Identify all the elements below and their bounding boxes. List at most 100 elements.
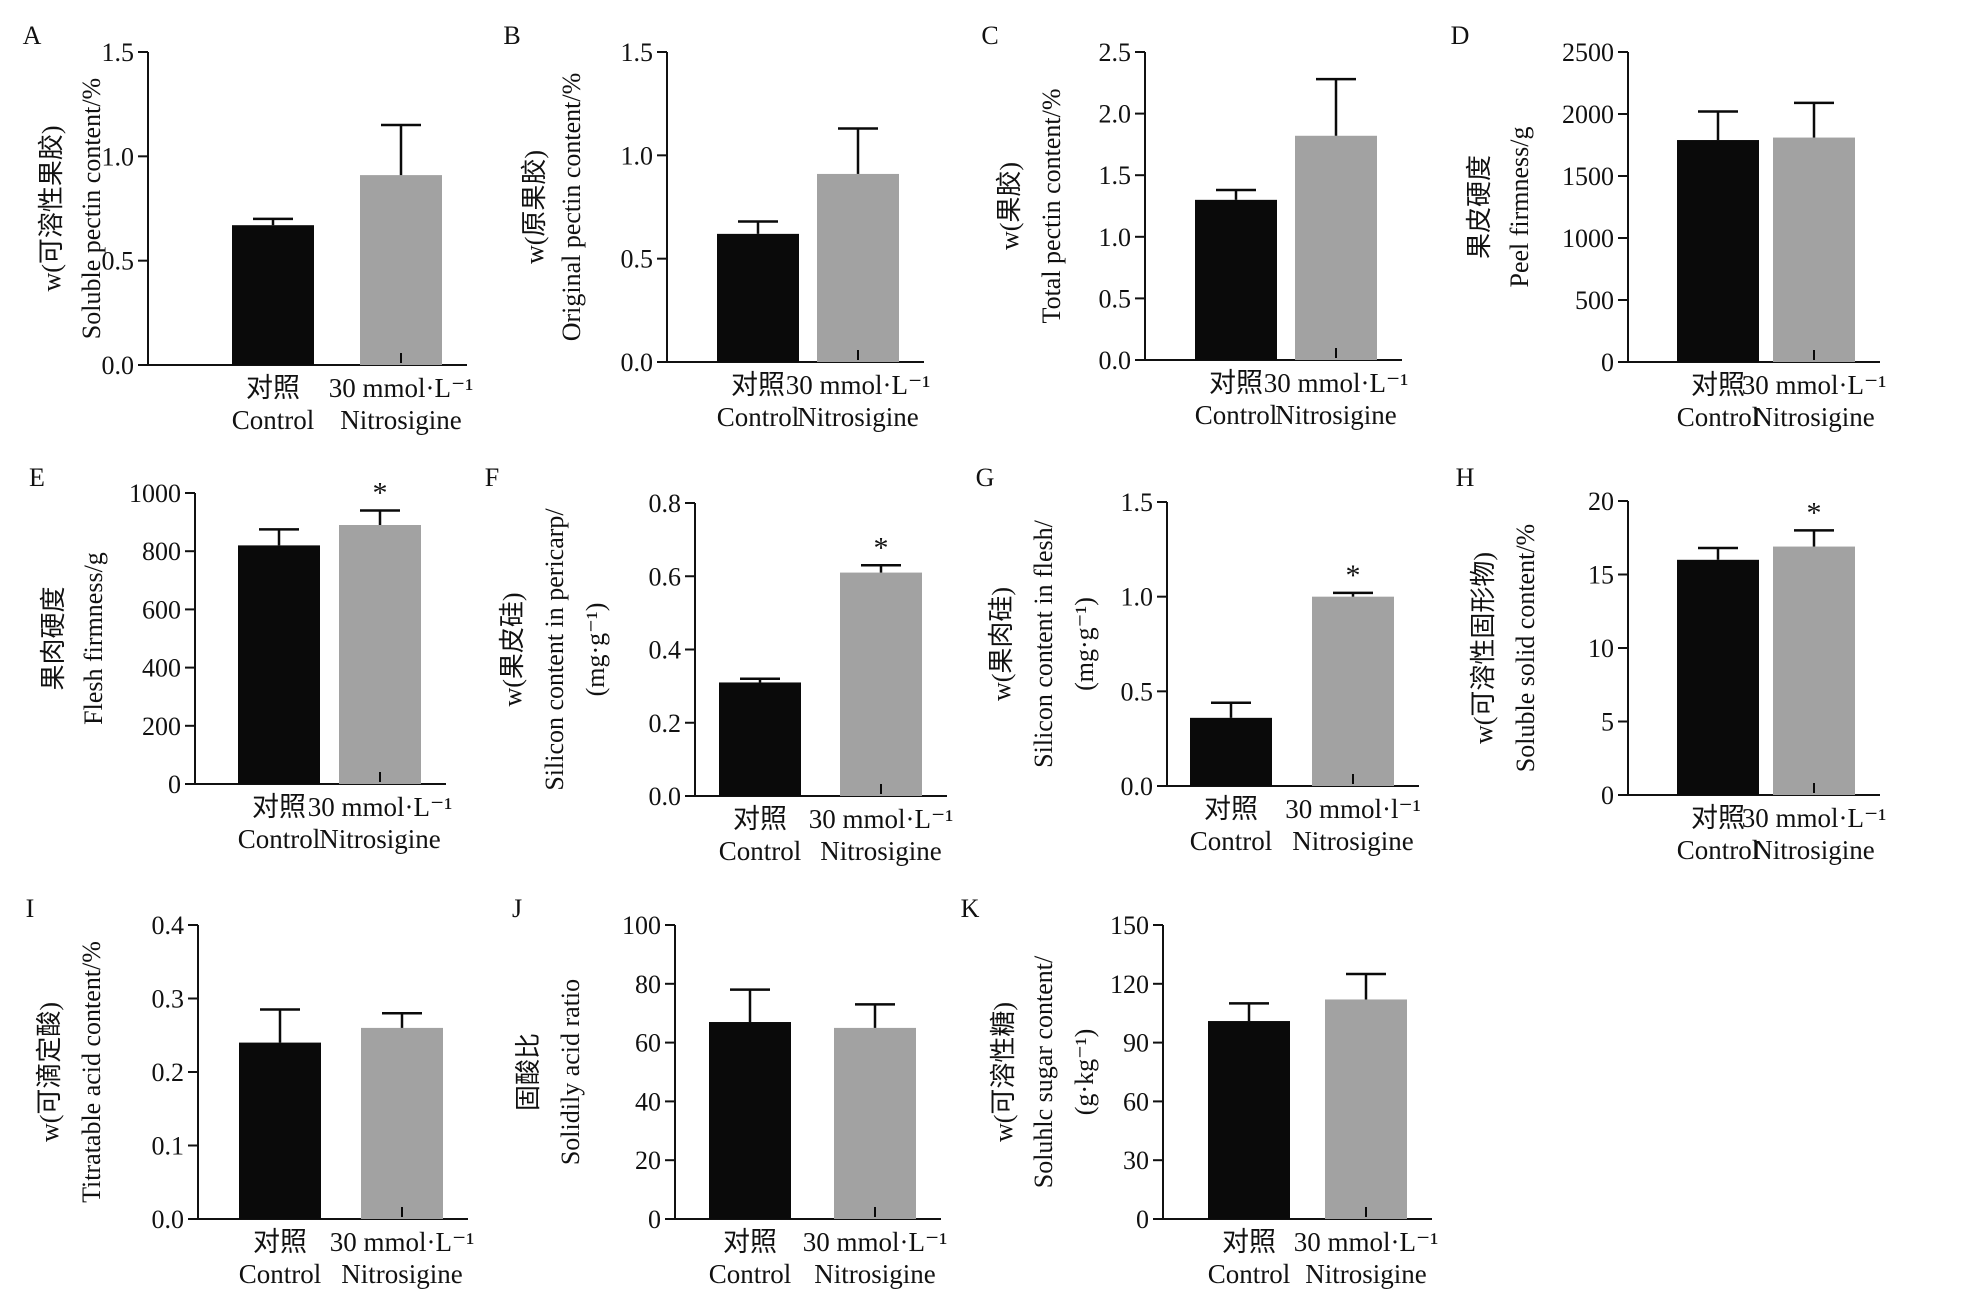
x-category-label: 对照 — [246, 373, 300, 403]
y-tick-label: 1000 — [1562, 224, 1614, 253]
x-category-label: 30 mmol·L⁻¹ — [1264, 368, 1409, 398]
y-tick-label: 0.3 — [152, 985, 185, 1014]
y-tick-label: 1.5 — [1121, 488, 1154, 517]
y-tick-label: 20 — [1588, 487, 1614, 516]
y-tick-label: 0.5 — [1099, 284, 1132, 313]
bar-nitrosigine — [817, 173, 899, 362]
x-category-label-en: Nitrosigine — [797, 402, 919, 432]
y-tick-label: 1.5 — [1099, 161, 1132, 190]
chart-panel-g: Gw(果肉硅) Silicon content in flesh/ (mg·g⁻¹)… — [976, 463, 1421, 856]
x-category-label-en: Nitrosigine — [1305, 1259, 1427, 1289]
x-category-label: 30 mmol·L⁻¹ — [809, 804, 954, 834]
panel-letter: E — [29, 463, 45, 492]
panel-letter: G — [976, 463, 995, 492]
significance-marker: * — [874, 531, 889, 564]
panel-letter: B — [503, 21, 520, 50]
y-axis-label: w(可滴定酸) — [35, 1002, 64, 1142]
y-tick-label: 800 — [142, 537, 181, 566]
y-axis-label: Silicon content in pericarp/ — [540, 508, 569, 791]
y-tick-label: 0 — [1601, 348, 1614, 377]
y-tick-label: 0.0 — [1121, 772, 1154, 801]
bar-control — [1195, 199, 1277, 360]
x-category-label-en: Nitrosigine — [820, 836, 942, 866]
y-tick-label: 0.4 — [152, 911, 185, 940]
y-tick-label: 1000 — [129, 479, 181, 508]
bar-nitrosigine — [1773, 546, 1855, 795]
y-tick-label: 0.2 — [152, 1058, 185, 1087]
y-axis-label: w(果胶) — [995, 162, 1024, 250]
chart-panel-j: J 固酸比 Solidily acid ratio 0 20 40 60 80 100 对照Con… — [512, 894, 947, 1289]
y-tick-label: 60 — [1123, 1087, 1149, 1116]
panel-letter: F — [485, 463, 499, 492]
y-axis-label: (mg·g⁻¹) — [581, 603, 610, 697]
x-category-label: 对照 — [1204, 794, 1258, 824]
y-tick-label: 20 — [635, 1146, 661, 1175]
y-tick-label: 15 — [1588, 561, 1614, 590]
x-category-label: 30 mmol·L⁻¹ — [803, 1227, 948, 1257]
y-tick-label: 2500 — [1562, 38, 1614, 67]
x-category-label-en: Nitrosigine — [1753, 402, 1875, 432]
y-tick-label: 600 — [142, 595, 181, 624]
y-axis-label: w(原果胶) — [520, 150, 549, 264]
y-tick-label: 0.8 — [649, 489, 682, 518]
x-category-label-en: Nitrosigine — [814, 1259, 936, 1289]
y-tick-label: 150 — [1110, 911, 1149, 940]
y-tick-label: 2000 — [1562, 100, 1614, 129]
y-tick-label: 1.0 — [102, 142, 135, 171]
y-tick-label: 0.5 — [1121, 677, 1154, 706]
x-category-label-en: Control — [1190, 826, 1273, 856]
bar-nitrosigine — [339, 525, 421, 784]
significance-marker: * — [1346, 559, 1361, 592]
y-tick-label: 400 — [142, 654, 181, 683]
x-category-label: 对照 — [1691, 803, 1745, 833]
y-tick-label: 120 — [1110, 970, 1149, 999]
y-axis-label: (g·kg⁻¹) — [1070, 1029, 1099, 1116]
bar-control — [1677, 559, 1759, 795]
y-tick-label: 0.0 — [1099, 346, 1132, 375]
bar-nitrosigine — [361, 1027, 443, 1219]
x-category-label: 对照 — [253, 1227, 307, 1257]
y-tick-label: 1500 — [1562, 162, 1614, 191]
chart-panel-a: Aw(可溶性果胶) Soluble pectin content/% 0.0 0.5 1… — [23, 21, 474, 435]
x-category-label-en: Control — [1195, 400, 1278, 430]
y-axis-label: Soluble solid content/% — [1511, 524, 1540, 772]
bar-nitrosigine — [834, 1027, 916, 1219]
x-category-label-en: Nitrosigine — [1292, 826, 1414, 856]
y-axis-label: Original pectin content/% — [557, 73, 586, 342]
y-tick-label: 200 — [142, 712, 181, 741]
y-axis-label: w(可溶性糖) — [989, 1002, 1018, 1142]
y-tick-label: 2.0 — [1099, 100, 1132, 129]
x-category-label-en: Control — [239, 1259, 322, 1289]
y-axis-label: Silicon content in flesh/ — [1029, 519, 1058, 767]
y-axis-label: w(可溶性果胶) — [37, 125, 66, 291]
chart-panel-i: Iw(可滴定酸) Titratable acid content/% 0.0 0.1 0… — [26, 894, 475, 1289]
significance-marker: * — [373, 476, 388, 509]
y-axis-label: Solidily acid ratio — [556, 979, 585, 1165]
x-category-label: 对照 — [1209, 368, 1263, 398]
bar-control — [238, 545, 320, 784]
y-axis-label: Titratable acid content/% — [77, 941, 106, 1203]
x-category-label: 对照 — [1222, 1227, 1276, 1257]
bar-nitrosigine — [1325, 999, 1407, 1219]
chart-panel-k: Kw(可溶性糖) Soluhlc sugar content/ (g·kg⁻¹) 0 3… — [961, 894, 1439, 1289]
x-category-label: 30 mmol·L⁻¹ — [786, 370, 931, 400]
y-tick-label: 1.0 — [621, 141, 654, 170]
y-tick-label: 0.2 — [649, 709, 682, 738]
panel-letter: C — [981, 21, 998, 50]
x-category-label-en: Nitrosigine — [341, 1259, 463, 1289]
x-category-label: 30 mmol·L⁻¹ — [330, 1227, 475, 1257]
y-tick-label: 0.0 — [152, 1205, 185, 1234]
y-axis-label: Peel firmness/g — [1505, 126, 1534, 287]
y-axis-label: Flesh firmness/g — [79, 552, 108, 725]
y-axis-label: Soluble pectin content/% — [77, 78, 106, 339]
x-category-label: 对照 — [1691, 370, 1745, 400]
y-tick-label: 0 — [648, 1205, 661, 1234]
y-axis-label: w(可溶性固形物) — [1469, 552, 1498, 744]
x-category-label-en: Control — [1208, 1259, 1291, 1289]
y-tick-label: 0 — [1601, 781, 1614, 810]
y-tick-label: 40 — [635, 1087, 661, 1116]
x-category-label: 30 mmol·L⁻¹ — [329, 373, 474, 403]
x-category-label-en: Control — [1677, 402, 1760, 432]
chart-panel-c: Cw(果胶) Total pectin content/% 0.0 0.5 1.0 1.5… — [981, 21, 1408, 430]
